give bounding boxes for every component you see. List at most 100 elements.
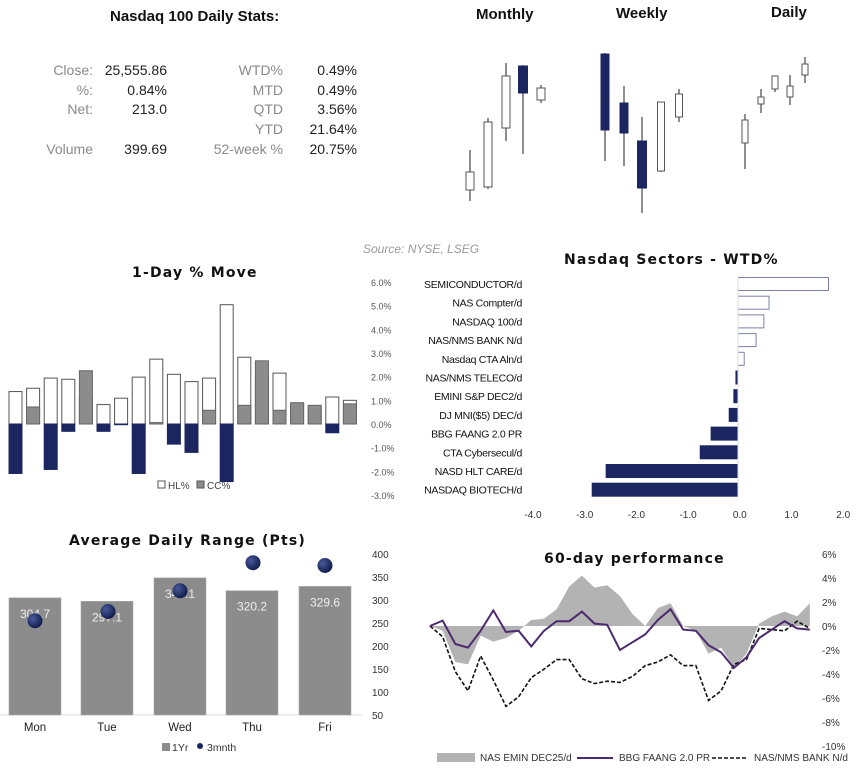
x-tick-label: 0.0 — [733, 510, 747, 521]
y-tick-label: -10% — [822, 742, 845, 753]
stat-value: 0.49% — [317, 62, 357, 78]
cc-bar — [325, 423, 340, 434]
x-tick-label: 1.0 — [785, 510, 799, 521]
y-tick-label: -8% — [822, 718, 840, 729]
sector-bar — [737, 333, 757, 348]
range-bar — [298, 586, 352, 716]
legend-3mnth-label: 3mnth — [207, 742, 236, 754]
source-note: Source: NYSE, LSEG — [363, 242, 480, 256]
cc-bar — [272, 409, 287, 425]
legend-faang-label: BBG FAANG 2.0 PR — [619, 753, 710, 764]
y-tick-label: 5.0% — [371, 302, 392, 312]
day-label: Thu — [242, 722, 262, 734]
sector-label: NASDAQ BIOTECH/d — [424, 485, 522, 497]
hl-bar — [114, 397, 129, 425]
candle-body — [801, 63, 809, 76]
candle-body — [483, 121, 493, 188]
hl-bar — [96, 404, 111, 425]
candle-body — [518, 65, 528, 94]
hl-bar — [43, 377, 58, 425]
y-tick-label: 6% — [822, 550, 837, 561]
candle-body — [771, 75, 779, 90]
sector-bar — [733, 389, 739, 404]
y-tick-label: 100 — [372, 688, 389, 699]
cc-bar — [219, 423, 234, 483]
y-tick-label: 1.0% — [371, 396, 392, 406]
y-tick-label: 6.0% — [371, 278, 392, 288]
y-tick-label: -3.0% — [371, 491, 395, 501]
stat-value: 21.64% — [309, 121, 357, 137]
day-label: Fri — [318, 722, 331, 734]
sector-bar — [737, 277, 829, 291]
stat-value: 213.0 — [131, 101, 167, 117]
sector-bar — [737, 314, 765, 329]
sector-bar — [605, 464, 739, 478]
x-tick-label: -2.0 — [628, 510, 646, 521]
legend-bank-label: NAS/NMS BANK N/d — [754, 753, 848, 764]
cc-bar — [254, 360, 269, 425]
range-bar — [153, 577, 207, 716]
hl-bar — [325, 396, 340, 425]
cc-bar — [149, 422, 164, 425]
candle-body — [675, 93, 683, 118]
stat-label: 52-week % — [213, 141, 283, 157]
cc-bar — [114, 423, 129, 426]
y-tick-label: 200 — [372, 642, 389, 653]
stat-value: 3.56% — [317, 101, 357, 117]
cc-bar — [61, 423, 76, 432]
candle-body — [536, 87, 546, 101]
legend-3mnth-dot — [197, 743, 203, 749]
cc-bar — [290, 402, 305, 425]
cc-bar — [166, 423, 181, 445]
stat-label: Net: — [67, 101, 93, 117]
cc-bar — [184, 423, 199, 453]
cc-bar — [342, 403, 357, 425]
y-tick-label: 2% — [822, 598, 837, 609]
stat-value: 25,555.86 — [104, 62, 167, 78]
y-tick-label: 250 — [372, 619, 389, 630]
legend-hl-swatch — [157, 480, 166, 489]
stat-label: YTD — [255, 121, 283, 137]
y-tick-label: 50 — [372, 711, 384, 722]
day-label: Wed — [168, 722, 191, 734]
hl-bar — [131, 376, 146, 425]
sector-label: NASDAQ 100/d — [452, 316, 522, 328]
sector-bar — [737, 351, 745, 366]
bar-value-label: 329.6 — [310, 595, 340, 609]
sector-label: BBG FAANG 2.0 PR — [431, 429, 523, 441]
sector-label: CTA Cybersecul/d — [443, 447, 522, 459]
legend-1yr-swatch — [162, 743, 170, 751]
hl-bar — [8, 391, 23, 425]
legend-emin-label: NAS EMIN DEC25/d — [480, 753, 572, 764]
hl-bar — [219, 304, 234, 425]
candle-body — [465, 171, 475, 191]
faang-line — [429, 607, 810, 670]
bar-value-label: 320.2 — [237, 600, 267, 614]
monthly-title: Monthly — [476, 6, 534, 23]
hl-bar — [61, 378, 76, 425]
x-tick-label: 2.0 — [836, 510, 850, 521]
cc-bar — [96, 423, 111, 432]
y-tick-label: -4% — [822, 670, 840, 681]
stat-value: 0.84% — [127, 82, 167, 98]
y-tick-label: 350 — [372, 573, 389, 584]
range-bar — [225, 590, 279, 716]
cc-bar — [8, 423, 23, 474]
cc-bar — [78, 370, 93, 425]
sector-label: DJ MNI($5) DEC/d — [439, 410, 522, 422]
y-tick-label: 400 — [372, 550, 389, 561]
cc-bar — [26, 406, 41, 425]
y-tick-label: -2% — [822, 646, 840, 657]
stat-value: 20.75% — [309, 141, 357, 157]
y-tick-label: 0% — [822, 622, 837, 633]
avg-range-title: Average Daily Range (Pts) — [69, 533, 307, 549]
hl-bar — [184, 381, 199, 425]
candle-body — [741, 119, 749, 144]
y-tick-label: 0.0% — [371, 420, 392, 430]
candle-body — [637, 140, 647, 189]
sector-bar — [728, 407, 739, 422]
sector-label: NAS/NMS BANK N/d — [428, 335, 522, 347]
stat-value: 0.49% — [317, 82, 357, 98]
legend-hl-label: HL% — [168, 481, 190, 492]
